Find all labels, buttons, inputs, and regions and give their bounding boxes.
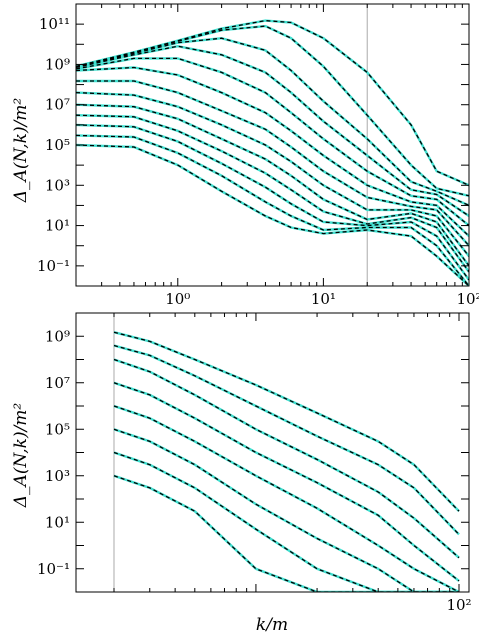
top-x-tick-label: 10¹	[311, 290, 336, 308]
top-series-11-analytic	[76, 25, 469, 197]
bottom-series-4-numerical	[113, 381, 460, 582]
top-series-9-numerical	[76, 44, 469, 217]
bottom-y-tick-label: 10⁵	[45, 420, 70, 438]
top-y-tick-label: 10¹¹	[39, 15, 70, 33]
bottom-y-tick-label: 10³	[45, 467, 70, 485]
top-series-5-analytic	[76, 91, 469, 257]
top-axes-frame	[75, 3, 470, 287]
top-series-3-analytic	[76, 114, 469, 273]
top-series-12-analytic	[76, 19, 469, 186]
bottom-y-axis-label: Δ_A(N,k)/m²	[11, 403, 31, 509]
bottom-series-6-analytic	[113, 344, 460, 535]
bottom-series-2-analytic	[113, 428, 459, 592]
top-plot-area	[76, 4, 469, 286]
bottom-y-tick-label: 10⁻¹	[37, 560, 70, 578]
top-y-tick-label: 10¹	[45, 217, 70, 235]
top-panel: 10⁰ 10¹ 10² 10⁻¹ 10¹ 10³ 10⁵ 10⁷ 10⁹ 10¹¹ Δ_A(N,k…	[11, 3, 479, 308]
top-x-tick-label: 10²	[456, 290, 479, 308]
top-y-axis-label: Δ_A(N,k)/m²	[11, 98, 31, 204]
bottom-series-4-analytic	[113, 382, 460, 582]
bottom-y-tick-label: 10¹	[45, 513, 70, 531]
bottom-series-0-analytic	[113, 475, 459, 592]
top-series-8-numerical	[76, 57, 469, 227]
top-y-tick-label: 10⁵	[45, 136, 70, 154]
bottom-plot-area	[113, 313, 460, 592]
top-series-4-numerical	[76, 103, 469, 267]
top-y-tick-label: 10⁷	[45, 96, 70, 114]
bottom-x-tick-label: 10²	[446, 596, 471, 614]
top-series-4-analytic	[76, 104, 469, 267]
bottom-series-1-analytic	[113, 451, 459, 592]
bottom-series-2-numerical	[113, 428, 459, 592]
bottom-y-tick-label: 10⁹	[45, 327, 70, 345]
bottom-y-tick-label: 10⁷	[45, 374, 70, 392]
top-series-10-analytic	[76, 37, 469, 206]
bottom-series-5-analytic	[113, 358, 460, 559]
bottom-series-3-numerical	[113, 404, 460, 592]
bottom-series-5-numerical	[113, 358, 460, 559]
top-y-tick-label: 10⁻¹	[37, 257, 70, 275]
top-series-6-analytic	[76, 80, 469, 247]
bottom-panel: 10² 10⁻¹ 10¹ 10³ 10⁵ 10⁷ 10⁹ Δ_A(N,k)/m² k/m	[11, 312, 472, 635]
top-ticks: 10⁰ 10¹ 10² 10⁻¹ 10¹ 10³ 10⁵ 10⁷ 10⁹ 10¹¹	[37, 3, 479, 308]
bottom-x-axis-label: k/m	[256, 615, 288, 635]
top-series-1-analytic	[76, 134, 469, 286]
top-series-0-analytic	[76, 144, 469, 286]
top-series-0-numerical	[76, 143, 469, 286]
top-series-2-analytic	[76, 124, 469, 281]
top-y-tick-label: 10³	[45, 176, 70, 194]
top-series-3-numerical	[76, 114, 469, 273]
bottom-ticks: 10² 10⁻¹ 10¹ 10³ 10⁵ 10⁷ 10⁹	[37, 312, 472, 614]
top-y-tick-label: 10⁹	[45, 55, 70, 73]
top-series-12-numerical	[76, 19, 469, 187]
bottom-axes-frame	[75, 312, 470, 593]
bottom-series-6-numerical	[113, 344, 460, 536]
bottom-series-7-analytic	[113, 331, 460, 512]
top-series-7-analytic	[76, 66, 469, 237]
top-x-tick-label: 10⁰	[165, 290, 190, 308]
